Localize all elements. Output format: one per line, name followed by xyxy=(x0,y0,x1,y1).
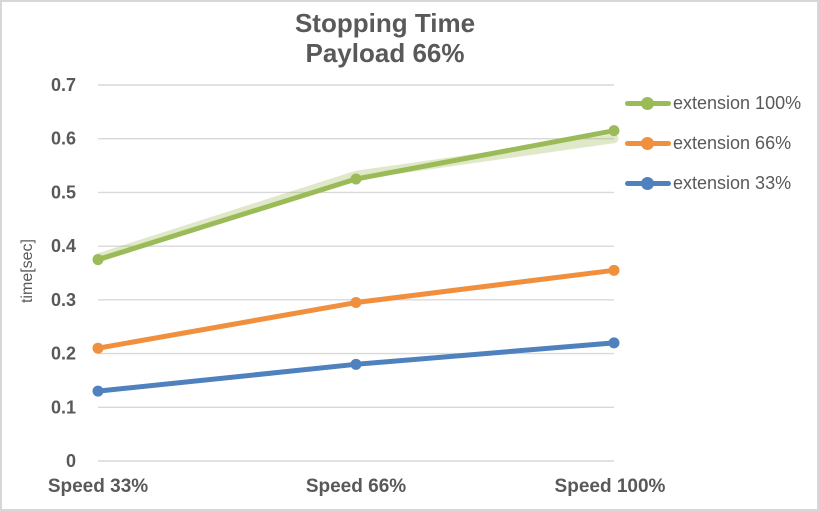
series-shadow-line xyxy=(93,134,619,263)
legend-item-extension-66: extension 66% xyxy=(625,130,801,156)
legend-marker-icon xyxy=(641,137,654,150)
legend-marker-icon xyxy=(641,97,654,110)
y-tick-label: 0.4 xyxy=(51,236,76,256)
series-line-extension-66- xyxy=(95,267,617,351)
data-point-marker-extension-66- xyxy=(92,342,104,354)
data-point-marker-extension-33- xyxy=(350,358,362,370)
legend-label: extension 33% xyxy=(673,172,792,193)
y-tick-label: 0 xyxy=(66,451,76,471)
legend-key-extension-100 xyxy=(625,90,671,116)
x-axis-label-speed-33: Speed 33% xyxy=(47,476,149,497)
data-point-marker-extension-33- xyxy=(608,337,620,349)
legend-marker-icon xyxy=(641,177,654,190)
data-point-marker-extension-33- xyxy=(92,385,104,397)
data-point-marker-extension-100- xyxy=(608,125,620,137)
data-point-marker-extension-66- xyxy=(350,297,362,309)
legend-item-extension-33: extension 33% xyxy=(625,170,801,196)
chart-title: Stopping Time Payload 66% xyxy=(295,8,475,68)
x-axis-label-speed-100: Speed 100% xyxy=(554,476,666,497)
y-tick-label: 0.7 xyxy=(51,75,76,95)
y-tick-label: 0.1 xyxy=(51,397,76,417)
legend: extension 100% extension 66% extension 3… xyxy=(625,90,801,196)
y-tick-label: 0.6 xyxy=(51,129,76,149)
data-point-marker-extension-100- xyxy=(350,173,362,185)
data-point-marker-extension-100- xyxy=(92,254,104,266)
data-point-marker-extension-66- xyxy=(608,264,620,276)
legend-key-extension-33 xyxy=(625,170,671,196)
chart-title-line2: Payload 66% xyxy=(305,38,465,68)
legend-label: extension 66% xyxy=(673,132,792,153)
y-tick-label: 0.5 xyxy=(51,182,76,202)
x-axis-label-speed-66: Speed 66% xyxy=(305,476,407,497)
y-tick-label: 0.3 xyxy=(51,290,76,310)
y-tick-label: 0.2 xyxy=(51,344,76,364)
legend-label: extension 100% xyxy=(673,92,802,113)
legend-item-extension-100: extension 100% xyxy=(625,90,801,116)
legend-key-extension-66 xyxy=(625,130,671,156)
chart-title-line1: Stopping Time xyxy=(294,8,476,38)
